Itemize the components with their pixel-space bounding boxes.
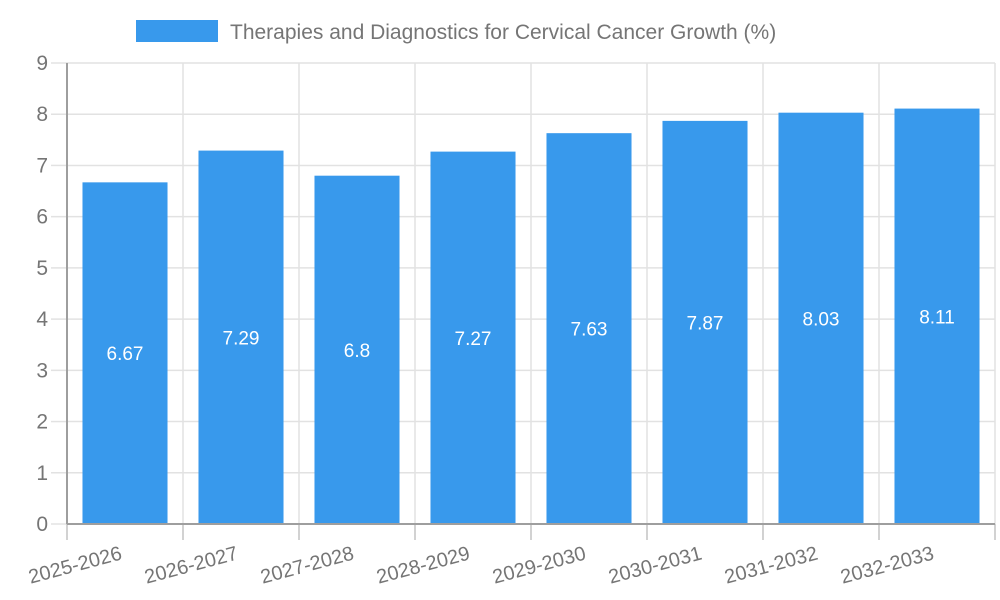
axis-layer xyxy=(66,63,995,525)
bar[interactable] xyxy=(430,151,516,524)
x-axis-tick-label: 2031-2032 xyxy=(722,543,820,589)
bar[interactable] xyxy=(662,120,748,525)
y-axis-tick-label: 1 xyxy=(36,462,48,485)
chart-title: Therapies and Diagnostics for Cervical C… xyxy=(230,21,776,44)
bar[interactable] xyxy=(82,182,168,524)
y-axis-tick-label: 5 xyxy=(36,257,48,280)
x-axis-tick-label: 2029-2030 xyxy=(490,543,588,589)
x-axis-tick-label: 2032-2033 xyxy=(838,543,936,589)
y-axis-tick-label: 8 xyxy=(36,103,48,126)
bar[interactable] xyxy=(198,150,284,524)
bar-value-label: 6.67 xyxy=(107,344,144,365)
y-axis-tick-label: 2 xyxy=(36,411,48,434)
bar-value-label: 6.8 xyxy=(344,341,370,362)
bar-value-label: 7.27 xyxy=(455,329,492,350)
bar[interactable] xyxy=(314,175,400,524)
x-axis-tick-label: 2030-2031 xyxy=(606,543,704,589)
y-axis-tick-label: 3 xyxy=(36,359,48,382)
x-axis-tick-label: 2025-2026 xyxy=(26,543,124,589)
bar-value-label: 7.63 xyxy=(571,320,608,341)
y-axis-tick-label: 6 xyxy=(36,206,48,229)
bar-value-label: 7.29 xyxy=(223,328,260,349)
y-axis-tick-label: 4 xyxy=(36,308,48,331)
bar[interactable] xyxy=(894,108,980,525)
x-axis-tick-label: 2028-2029 xyxy=(374,543,472,589)
y-axis-tick-label: 0 xyxy=(36,513,48,536)
bars-layer: 6.67 7.29 6.8 7.27 7.63 7.87 8.03 8.11 xyxy=(82,108,980,525)
legend[interactable]: Therapies and Diagnostics for Cervical C… xyxy=(136,20,776,44)
legend-swatch[interactable] xyxy=(136,20,218,42)
bar[interactable] xyxy=(546,133,632,524)
y-axis-tick-label: 7 xyxy=(36,154,48,177)
bar-value-label: 8.03 xyxy=(803,309,840,330)
bar-value-label: 8.11 xyxy=(919,307,955,328)
y-axis-tick-label: 9 xyxy=(36,52,48,75)
bar[interactable] xyxy=(778,112,864,525)
x-axis-tick-label: 2027-2028 xyxy=(258,543,356,589)
x-axis-tick-label: 2026-2027 xyxy=(142,543,240,589)
bar-value-label: 7.87 xyxy=(687,313,724,334)
